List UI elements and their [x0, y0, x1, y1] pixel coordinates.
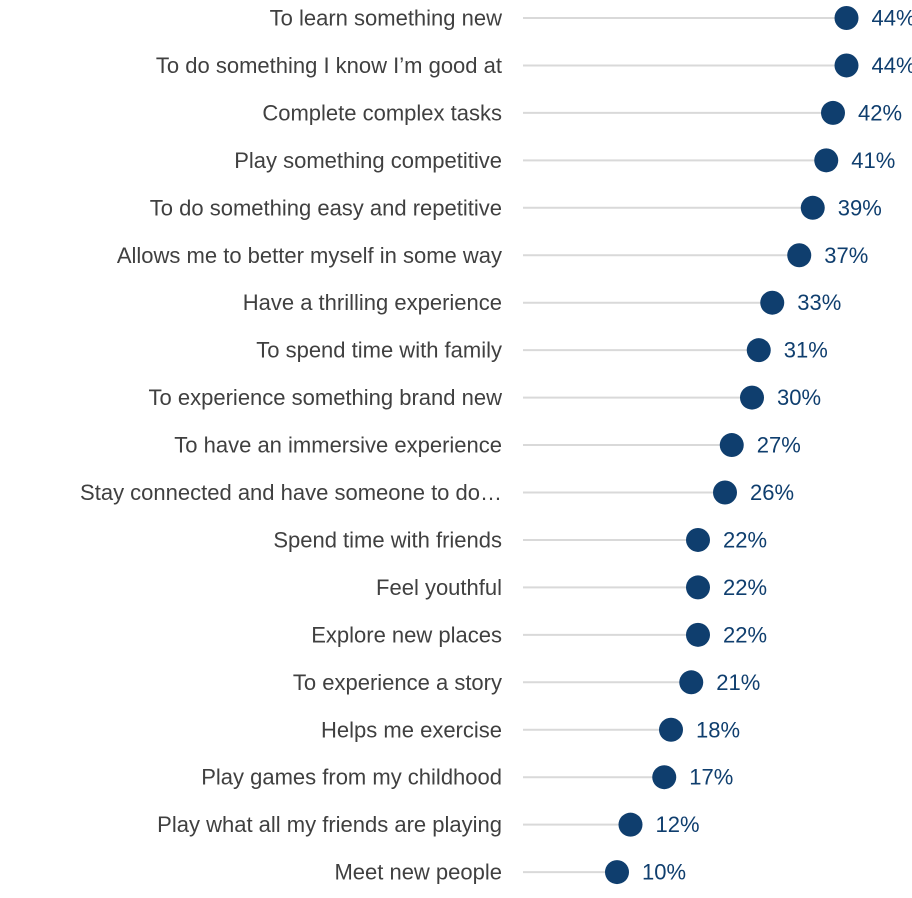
chart-row: To have an immersive experience 27%	[174, 433, 801, 458]
data-point	[740, 386, 764, 410]
chart-row: Complete complex tasks 42%	[262, 100, 902, 125]
value-label: 12%	[656, 812, 700, 837]
chart-row: Feel youthful 22%	[376, 575, 767, 600]
chart-row: Stay connected and have someone to do… 26…	[80, 480, 794, 505]
data-point	[605, 860, 629, 884]
value-label: 44%	[872, 53, 912, 78]
data-point	[619, 813, 643, 837]
category-label: To spend time with family	[256, 338, 502, 363]
category-label: Have a thrilling experience	[243, 290, 502, 315]
value-label: 22%	[723, 622, 767, 647]
value-label: 26%	[750, 480, 794, 505]
data-point	[801, 196, 825, 220]
chart-row: To experience something brand new 30%	[149, 385, 822, 410]
data-point	[821, 101, 845, 125]
data-point	[713, 481, 737, 505]
category-label: Play something competitive	[234, 148, 502, 173]
data-point	[652, 765, 676, 789]
data-point	[659, 718, 683, 742]
data-point	[835, 6, 859, 30]
value-label: 30%	[777, 385, 821, 410]
data-point	[814, 148, 838, 172]
chart-row: Have a thrilling experience 33%	[243, 290, 842, 315]
chart-row: To do something I know I’m good at 44%	[156, 53, 912, 78]
category-label: To learn something new	[270, 6, 502, 31]
value-label: 17%	[689, 765, 733, 790]
chart-row: To do something easy and repetitive 39%	[150, 195, 882, 220]
chart-row: Helps me exercise 18%	[321, 717, 740, 742]
value-label: 39%	[838, 195, 882, 220]
category-label: Complete complex tasks	[262, 100, 502, 125]
category-label: To do something I know I’m good at	[156, 53, 502, 78]
data-point	[686, 575, 710, 599]
category-label: Stay connected and have someone to do…	[80, 480, 502, 505]
value-label: 31%	[784, 338, 828, 363]
category-label: To do something easy and repetitive	[150, 195, 502, 220]
data-point	[686, 623, 710, 647]
value-label: 21%	[716, 670, 760, 695]
category-label: To experience a story	[293, 670, 502, 695]
value-label: 37%	[824, 243, 868, 268]
data-point	[686, 528, 710, 552]
category-label: To have an immersive experience	[174, 433, 502, 458]
chart-row: Allows me to better myself in some way 37…	[117, 243, 868, 268]
value-label: 18%	[696, 717, 740, 742]
category-label: Allows me to better myself in some way	[117, 243, 502, 268]
data-point	[835, 53, 859, 77]
category-label: Feel youthful	[376, 575, 502, 600]
category-label: Play games from my childhood	[201, 765, 502, 790]
data-point	[760, 291, 784, 315]
chart-row: Explore new places 22%	[311, 622, 767, 647]
data-point	[720, 433, 744, 457]
chart-row: Play what all my friends are playing 12%	[157, 812, 699, 837]
data-point	[787, 243, 811, 267]
value-label: 41%	[851, 148, 895, 173]
value-label: 44%	[872, 6, 912, 31]
chart-row: To experience a story 21%	[293, 670, 760, 695]
value-label: 33%	[797, 290, 841, 315]
data-point	[747, 338, 771, 362]
category-label: Meet new people	[334, 860, 502, 885]
category-label: Spend time with friends	[273, 527, 502, 552]
value-label: 22%	[723, 575, 767, 600]
chart-row: To learn something new 44%	[270, 6, 912, 31]
value-label: 10%	[642, 860, 686, 885]
chart-row: Play something competitive 41%	[234, 148, 895, 173]
chart-row: Meet new people 10%	[334, 860, 686, 885]
category-label: Explore new places	[311, 622, 502, 647]
category-label: To experience something brand new	[149, 385, 503, 410]
category-label: Helps me exercise	[321, 717, 502, 742]
data-point	[679, 670, 703, 694]
category-label: Play what all my friends are playing	[157, 812, 502, 837]
chart-row: Spend time with friends 22%	[273, 527, 767, 552]
chart-row: Play games from my childhood 17%	[201, 765, 733, 790]
value-label: 22%	[723, 527, 767, 552]
value-label: 42%	[858, 100, 902, 125]
chart-row: To spend time with family 31%	[256, 338, 828, 363]
value-label: 27%	[757, 433, 801, 458]
